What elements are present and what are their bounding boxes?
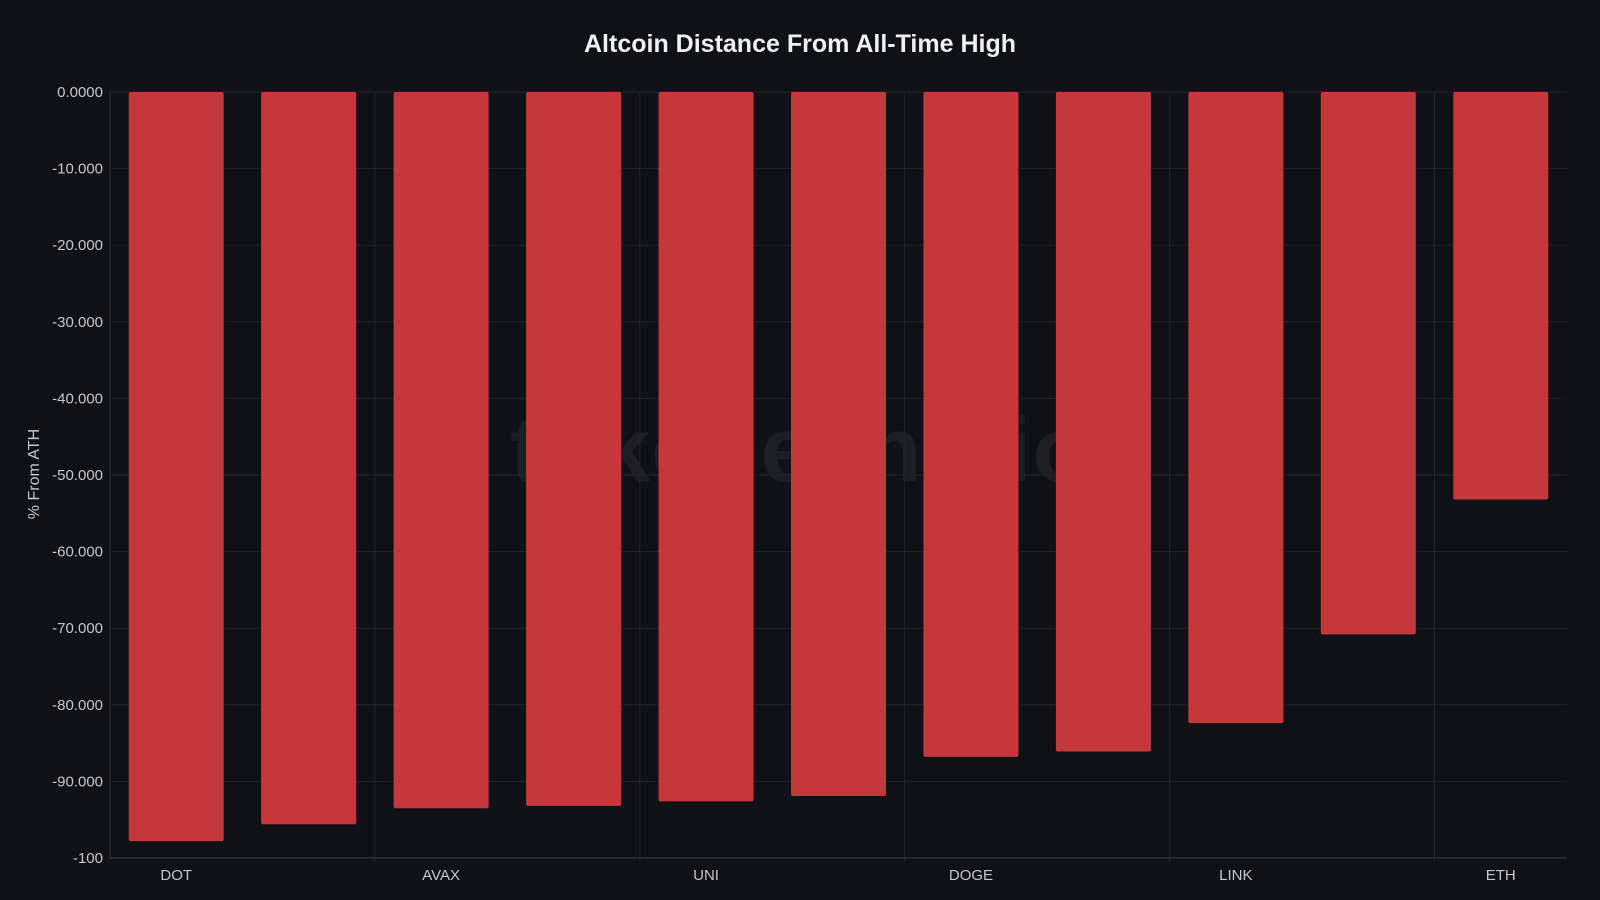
y-tick-label: -70.000 — [52, 620, 103, 637]
bar-item-9[interactable] — [1320, 92, 1416, 635]
y-axis-title: % From ATH — [26, 429, 43, 519]
x-tick-label: AVAX — [422, 867, 460, 884]
bar-dot[interactable] — [128, 92, 224, 842]
bar-eth[interactable] — [1453, 92, 1549, 500]
y-tick-label: -10.000 — [52, 161, 103, 178]
bar-avax[interactable] — [393, 92, 489, 809]
bar-link[interactable] — [1188, 92, 1284, 724]
bar-item-3[interactable] — [526, 92, 622, 806]
y-tick-label: -50.000 — [52, 467, 103, 484]
bar-item-1[interactable] — [261, 92, 357, 825]
y-tick-label: -40.000 — [52, 390, 103, 407]
x-tick-label: LINK — [1219, 867, 1252, 884]
bar-doge[interactable] — [923, 92, 1019, 757]
x-tick-label: DOGE — [949, 867, 993, 884]
y-tick-label: -60.000 — [52, 544, 103, 561]
bar-item-5[interactable] — [791, 92, 886, 796]
y-tick-label: -90.000 — [52, 773, 103, 790]
x-tick-label: UNI — [693, 867, 719, 884]
y-tick-label: -80.000 — [52, 697, 103, 714]
bar-uni[interactable] — [658, 92, 754, 802]
bar-item-7[interactable] — [1055, 92, 1151, 752]
x-tick-label: ETH — [1486, 867, 1516, 884]
y-tick-label: 0.0000 — [57, 84, 103, 101]
chart-title: Altcoin Distance From All-Time High — [584, 30, 1016, 58]
y-tick-label: -20.000 — [52, 237, 103, 254]
y-tick-label: -100 — [73, 850, 103, 867]
y-tick-label: -30.000 — [52, 314, 103, 331]
x-tick-label: DOT — [160, 867, 192, 884]
